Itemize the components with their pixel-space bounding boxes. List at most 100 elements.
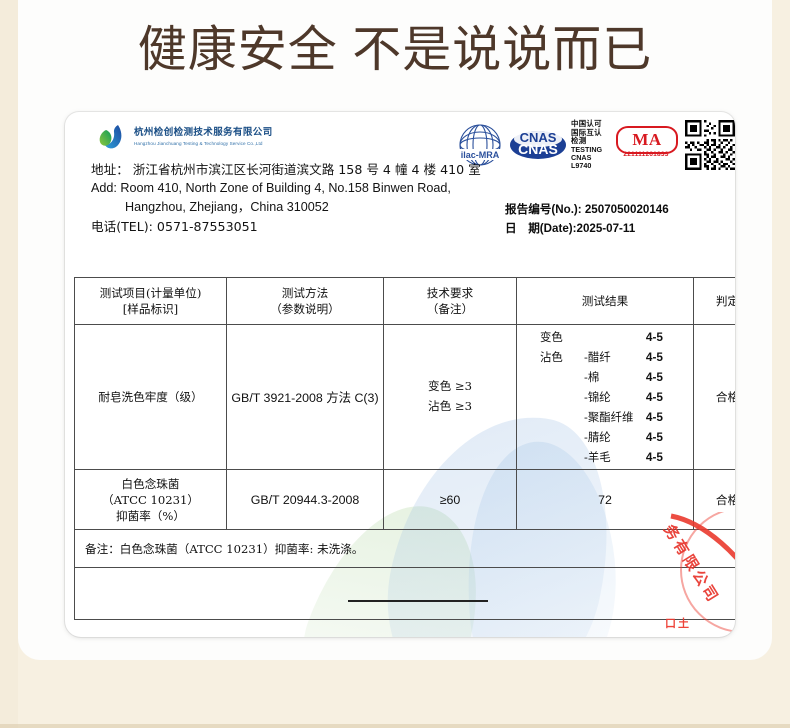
cnas-mark: CNAS CNAS 中国认可 国际互认 检测 TESTING CNAS L974… bbox=[509, 119, 609, 171]
row2-result: 72 bbox=[516, 469, 694, 530]
header-item-l2: [样品标识] bbox=[122, 302, 179, 316]
result-line: -羊毛 4-5 bbox=[520, 447, 690, 467]
header-cell-verdict: 判定 bbox=[693, 277, 735, 325]
cnas-testing-label: TESTING bbox=[571, 144, 603, 154]
result-key: 变色 bbox=[540, 330, 563, 344]
row2-item-l2: （ATCC 10231） bbox=[102, 492, 199, 507]
header-cell-item: 测试项目(计量单位) [样品标识] bbox=[74, 277, 227, 325]
result-value: 4-5 bbox=[645, 330, 663, 344]
test-report-sheet: 杭州检创检测技术服务有限公司 Hangzhou Jianchuang Testi… bbox=[65, 112, 735, 637]
header-method-l1: 测试方法 bbox=[281, 285, 329, 300]
certification-marks-row: ilac-MRA CNAS CNAS 中国认可 国际互认 检测 TESTING bbox=[458, 119, 735, 171]
cnas-code-label: CNAS L9740 bbox=[571, 153, 592, 171]
result-value: 4-5 bbox=[645, 410, 663, 424]
result-material: -醋纤 bbox=[583, 350, 611, 364]
result-line: -锦纶 4-5 bbox=[520, 387, 690, 407]
result-value: 4-5 bbox=[645, 350, 663, 364]
cnas-cn-line2: 国际互认 bbox=[571, 127, 602, 137]
result-key bbox=[520, 447, 581, 467]
address-line-en2: Hangzhou, Zhejiang，China 310052 bbox=[125, 200, 329, 215]
blank-cell bbox=[74, 567, 735, 620]
remark-row: 备注：白色念珠菌（ATCC 10231）抑菌率: 未洗涤。 bbox=[74, 529, 735, 568]
result-key bbox=[520, 367, 581, 387]
header-cell-method: 测试方法 （参数说明） bbox=[226, 277, 384, 325]
leaf-droplet-logo-icon bbox=[98, 124, 126, 150]
header-method-l2: （参数说明） bbox=[270, 302, 340, 316]
table-row: 耐皂洗色牢度（级） GB/T 3921-2008 方法 C(3) 变色 ≥3 沾… bbox=[74, 324, 735, 470]
address-line-en1: Add: Room 410, North Zone of Building 4,… bbox=[91, 181, 451, 196]
result-value: 4-5 bbox=[645, 450, 663, 464]
blank-row bbox=[74, 567, 735, 620]
result-key bbox=[520, 407, 581, 427]
separator-line bbox=[348, 599, 488, 602]
table-row: 白色念珠菌 （ATCC 10231） 抑菌率（%） GB/T 20944.3-2… bbox=[74, 469, 735, 530]
result-material: -腈纶 bbox=[583, 430, 611, 444]
result-value: 4-5 bbox=[645, 370, 663, 384]
company-name-cn: 杭州检创检测技术服务有限公司 bbox=[134, 126, 273, 138]
company-name-block: 杭州检创检测技术服务有限公司 Hangzhou Jianchuang Testi… bbox=[134, 126, 273, 146]
left-edge-band bbox=[0, 0, 18, 728]
row2-verdict: 合格 bbox=[693, 469, 735, 530]
row1-results: 变色 4-5 沾色 -醋纤 4-5 -棉 bbox=[516, 324, 694, 470]
result-value: 4-5 bbox=[645, 430, 663, 444]
svg-text:ilac-MRA: ilac-MRA bbox=[461, 150, 500, 160]
test-results-table: 测试项目(计量单位) [样品标识] 测试方法 （参数说明） 技术要求 （备注） … bbox=[74, 277, 735, 620]
company-address-block: 地址： 浙江省杭州市滨江区长河街道滨文路 158 号 4 幢 4 楼 410 室… bbox=[91, 160, 511, 237]
cnas-cn-line3: 检测 bbox=[571, 136, 587, 146]
result-line: 变色 4-5 bbox=[520, 327, 690, 347]
report-meta-block: 报告编号(No.): 2507050020146 日 期(Date):2025-… bbox=[505, 200, 669, 238]
result-material bbox=[581, 327, 643, 347]
cnas-logo-icon: CNAS CNAS bbox=[510, 130, 566, 160]
row1-item: 耐皂洗色牢度（级） bbox=[74, 324, 227, 470]
row1-verdict: 合格 bbox=[693, 324, 735, 470]
header-item-l1: 测试项目(计量单位) bbox=[99, 285, 202, 300]
ma-number: 221111261833 bbox=[623, 151, 669, 159]
row1-req-line2: 沾色 ≥3 bbox=[428, 399, 472, 413]
svg-text:CNAS: CNAS bbox=[520, 130, 557, 145]
result-material: -羊毛 bbox=[583, 450, 611, 464]
result-line: -棉 4-5 bbox=[520, 367, 690, 387]
header-cell-result: 测试结果 bbox=[516, 277, 694, 325]
cma-mark: MA 221111261833 bbox=[616, 124, 678, 166]
result-material: -聚酯纤维 bbox=[583, 410, 634, 424]
report-date-line: 日 期(Date):2025-07-11 bbox=[505, 222, 636, 236]
company-logo-row: 杭州检创检测技术服务有限公司 Hangzhou Jianchuang Testi… bbox=[98, 124, 273, 150]
result-line: 沾色 -醋纤 4-5 bbox=[520, 347, 690, 367]
seal-footer-characters: 口土 bbox=[665, 617, 691, 630]
result-key: 沾色 bbox=[540, 350, 563, 364]
svg-text:CNAS: CNAS bbox=[518, 141, 558, 157]
cnas-cn-line1: 中国认可 bbox=[571, 119, 602, 128]
row1-requirement: 变色 ≥3 沾色 ≥3 bbox=[383, 324, 517, 470]
row2-method: GB/T 20944.3-2008 bbox=[226, 469, 384, 530]
header-cell-requirement: 技术要求 （备注） bbox=[383, 277, 517, 325]
row2-item-l3: 抑菌率（%） bbox=[116, 508, 185, 523]
page-headline: 健康安全 不是说说而已 bbox=[137, 23, 653, 77]
row1-req-line1: 变色 ≥3 bbox=[428, 379, 472, 394]
result-line: -聚酯纤维 4-5 bbox=[520, 407, 690, 427]
address-line-cn: 地址： 浙江省杭州市滨江区长河街道滨文路 158 号 4 幢 4 楼 410 室 bbox=[91, 162, 481, 177]
row2-item: 白色念珠菌 （ATCC 10231） 抑菌率（%） bbox=[74, 469, 227, 530]
remark-text: 备注：白色念珠菌（ATCC 10231）抑菌率: 未洗涤。 bbox=[74, 529, 735, 568]
table-header-row: 测试项目(计量单位) [样品标识] 测试方法 （参数说明） 技术要求 （备注） … bbox=[74, 277, 735, 325]
ma-label: MA bbox=[616, 126, 678, 155]
content-card: 健康安全 不是说说而已 bbox=[18, 0, 772, 660]
cnas-text-block: 中国认可 国际互认 检测 TESTING CNAS L9740 bbox=[571, 119, 609, 171]
bottom-divider bbox=[0, 724, 790, 728]
ilac-mra-icon: ilac-MRA bbox=[458, 124, 502, 166]
result-detail-table: 变色 4-5 沾色 -醋纤 4-5 -棉 bbox=[520, 327, 690, 467]
result-material: -锦纶 bbox=[583, 390, 611, 404]
header-req-l1: 技术要求 bbox=[426, 285, 474, 300]
result-line: -腈纶 4-5 bbox=[520, 427, 690, 447]
row2-requirement: ≥60 bbox=[383, 469, 517, 530]
header-result-l1: 测试结果 bbox=[581, 293, 629, 308]
result-key bbox=[520, 387, 581, 407]
header-verdict-l1: 判定 bbox=[715, 293, 735, 308]
result-value: 4-5 bbox=[645, 390, 663, 404]
telephone-line: 电话(TEL): 0571-87553051 bbox=[91, 219, 258, 235]
header-req-l2: （备注） bbox=[426, 302, 474, 316]
company-name-en: Hangzhou Jianchuang Testing & Technology… bbox=[134, 140, 263, 146]
result-material: -棉 bbox=[583, 370, 600, 384]
report-number-line: 报告编号(No.): 2507050020146 bbox=[505, 203, 669, 216]
row1-method: GB/T 3921-2008 方法 C(3) bbox=[226, 324, 384, 470]
